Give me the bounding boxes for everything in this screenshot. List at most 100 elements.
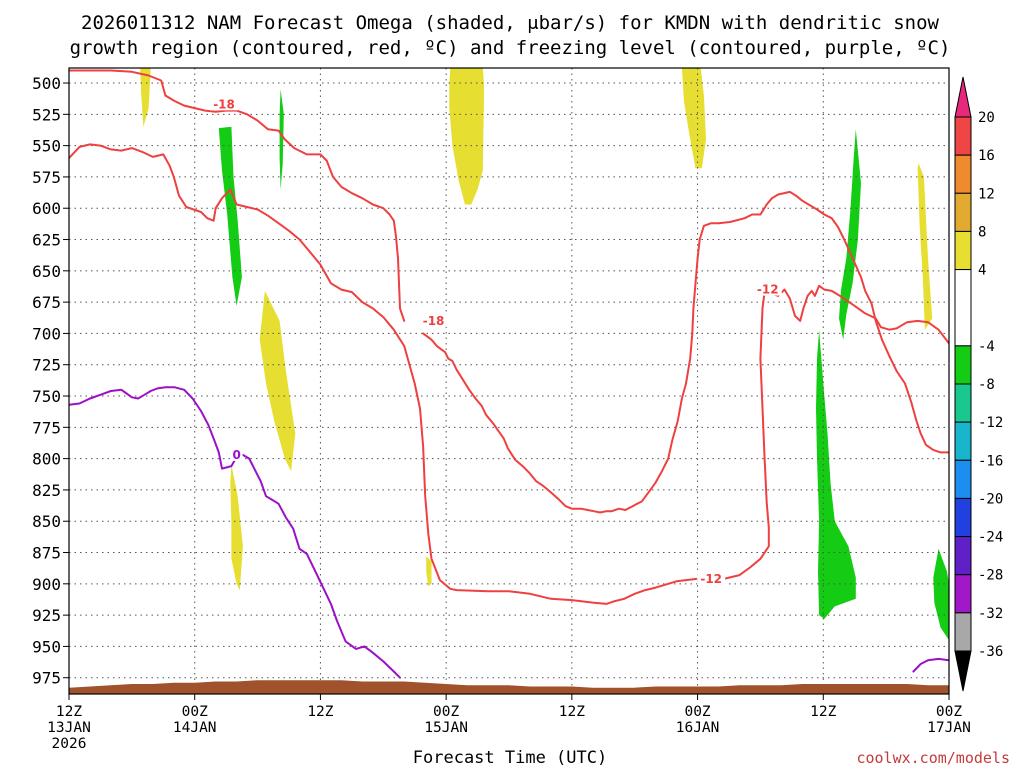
omega-pos-5 — [230, 464, 243, 591]
y-tick-label-675: 675 — [32, 293, 61, 312]
y-tick-label-875: 875 — [32, 544, 61, 563]
plot-area: -18 -18 -12 0 -12 — [69, 68, 949, 694]
colorbar-label--28: -28 — [978, 568, 1003, 584]
y-tick-label-625: 625 — [32, 231, 61, 250]
colorbar-segment-3 — [954, 192, 972, 232]
y-tick-label-800: 800 — [32, 450, 61, 469]
y-tick-label-600: 600 — [32, 199, 61, 218]
isotherm-m18-lower-label: -18 — [423, 314, 445, 328]
x-tick-label-0-1: 12Z — [56, 704, 82, 720]
x-tick-label-1-2: 14JAN — [173, 720, 217, 736]
isotherm-m18-upper — [69, 69, 406, 322]
y-tick-label-550: 550 — [32, 137, 61, 156]
y-tick-label-500: 500 — [32, 74, 61, 93]
x-tick-label-6-1: 12Z — [810, 704, 836, 720]
colorbar-segment-8 — [954, 421, 972, 461]
y-tick-label-900: 900 — [32, 575, 61, 594]
gridlines — [69, 68, 949, 694]
colorbar-label-4: 4 — [978, 263, 986, 279]
x-tick-label-3-2: 15JAN — [424, 720, 468, 736]
omega-pos-7 — [917, 163, 933, 330]
isotherm-m12-label: -12 — [757, 283, 779, 297]
credit-text: coolwx.com/models — [856, 749, 1010, 767]
colorbar-label--24: -24 — [978, 530, 1003, 546]
colorbar-segment-11 — [954, 536, 972, 576]
colorbar-segment-1 — [954, 116, 972, 156]
x-tick-label-1-1: 00Z — [182, 704, 208, 720]
colorbar-segment-10 — [954, 497, 972, 538]
colorbar-label-8: 8 — [978, 224, 986, 240]
colorbar-segment-5 — [954, 269, 972, 347]
omega-pos-6 — [426, 556, 432, 587]
x-tick-label-3-1: 00Z — [433, 704, 459, 720]
omega-pos-3 — [681, 68, 706, 169]
isotherm-m12 — [422, 190, 949, 514]
x-tick-label-7-1: 00Z — [936, 704, 962, 720]
colorbar-label--12: -12 — [978, 415, 1003, 431]
colorbar-label--8: -8 — [978, 377, 995, 393]
y-tick-label-975: 975 — [32, 669, 61, 688]
colorbar-segment-9 — [954, 459, 972, 499]
omega-neg-3 — [839, 129, 861, 340]
contours: -18 -18 -12 0 -12 — [69, 69, 949, 679]
terrain — [69, 680, 949, 694]
y-tick-label-750: 750 — [32, 387, 61, 406]
x-tick-label-4-1: 12Z — [559, 704, 585, 720]
colorbar: 20 16 12 8 4 -4 -8 -12 -16 -20 -24 -28 -32 -36 — [954, 76, 1003, 692]
isotherm-m12-bottom-label: -12 — [700, 572, 722, 586]
x-tick-label-5-1: 00Z — [684, 704, 710, 720]
omega-pos-1 — [140, 68, 151, 127]
y-axis: 500 525 550 575 600 625 650 675 700 725 750 775 800 8… — [32, 74, 69, 688]
x-tick-label-0-2: 13JAN — [47, 720, 91, 736]
colorbar-segment-12 — [954, 574, 972, 614]
omega-neg-2 — [279, 89, 284, 190]
chart-title-line-1: 2026011312 NAM Forecast Omega (shaded, μ… — [81, 12, 939, 34]
x-axis-label: Forecast Time (UTC) — [413, 748, 607, 768]
colorbar-label-12: 12 — [978, 186, 995, 202]
colorbar-label--16: -16 — [978, 453, 1003, 469]
y-tick-label-850: 850 — [32, 512, 61, 531]
colorbar-label--20: -20 — [978, 491, 1003, 507]
colorbar-segment-7 — [954, 383, 972, 423]
colorbar-label-16: 16 — [978, 148, 995, 164]
colorbar-segment-6 — [954, 345, 972, 385]
y-tick-label-700: 700 — [32, 324, 61, 343]
plot-frame — [68, 67, 950, 695]
y-tick-label-950: 950 — [32, 637, 61, 656]
x-tick-label-7-2: 17JAN — [927, 720, 971, 736]
y-tick-label-575: 575 — [32, 168, 61, 187]
y-tick-label-775: 775 — [32, 418, 61, 437]
colorbar-segment-2 — [954, 154, 972, 194]
chart-title-line-2: growth region (contoured, red, ºC) and f… — [70, 37, 951, 59]
y-tick-label-825: 825 — [32, 481, 61, 500]
colorbar-label-20: 20 — [978, 110, 995, 126]
omega-shading — [140, 68, 949, 641]
x-tick-label-0-3: 2026 — [52, 736, 87, 752]
y-tick-label-925: 925 — [32, 606, 61, 625]
colorbar-label--4: -4 — [978, 339, 995, 355]
terrain-fill — [69, 680, 949, 694]
isotherm-m12-bottom-label-bg — [697, 570, 726, 585]
colorbar-label--36: -36 — [978, 644, 1003, 660]
freezing-level-label-bg — [230, 446, 243, 461]
omega-neg-4 — [816, 329, 856, 619]
freezing-level-label: 0 — [232, 448, 240, 462]
omega-pos-4 — [259, 290, 296, 472]
isotherm-m12-right — [764, 282, 949, 345]
y-tick-label-650: 650 — [32, 262, 61, 281]
omega-neg-1 — [218, 126, 242, 306]
isotherm-m12-label-bg — [753, 281, 782, 296]
omega-pos-2 — [449, 68, 484, 205]
colorbar-segment-4 — [954, 230, 972, 271]
y-tick-label-725: 725 — [32, 356, 61, 375]
omega-neg-5 — [933, 548, 949, 641]
isotherm-m18-lower-label-bg — [419, 312, 448, 327]
x-tick-label-5-2: 16JAN — [676, 720, 720, 736]
colorbar-bottom-arrow — [954, 650, 972, 692]
isotherm-m18-upper-label: -18 — [213, 97, 235, 111]
colorbar-segment-13 — [954, 612, 972, 652]
freezing-level-right — [912, 657, 949, 673]
